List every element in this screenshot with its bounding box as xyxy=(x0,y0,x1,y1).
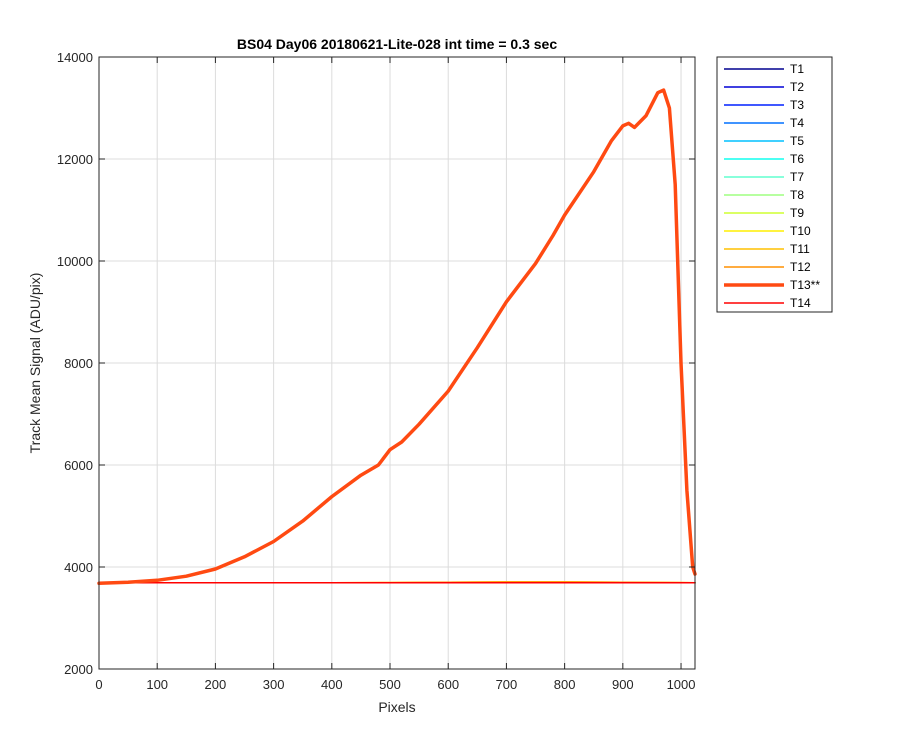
legend-label-t12: T12 xyxy=(790,260,811,274)
x-tick-label: 800 xyxy=(554,677,576,692)
legend-label-t6: T6 xyxy=(790,152,804,166)
y-tick-label: 14000 xyxy=(57,50,93,65)
legend-label-t11: T11 xyxy=(790,242,810,256)
legend-label-t9: T9 xyxy=(790,206,804,220)
legend: T1 T2 T3 T4 T5 T6 T7 T8 T9 T10 T11 T12 T13** T14 xyxy=(716,56,833,313)
legend-box xyxy=(716,56,833,313)
x-tick-label: 900 xyxy=(612,677,634,692)
x-tick-label: 400 xyxy=(321,677,343,692)
series-layer xyxy=(97,88,697,586)
x-tick-label: 200 xyxy=(205,677,227,692)
x-tick-label: 700 xyxy=(496,677,518,692)
legend-label-t10: T10 xyxy=(790,224,811,238)
legend-label-t1: T1 xyxy=(790,62,804,76)
x-tick-label: 1000 xyxy=(667,677,696,692)
legend-label-t4: T4 xyxy=(790,116,804,130)
chart-title: BS04 Day06 20180621-Lite-028 int time = … xyxy=(237,36,557,52)
y-tick-label: 2000 xyxy=(64,662,93,677)
legend-label-t2: T2 xyxy=(790,80,804,94)
legend-label-t3: T3 xyxy=(790,98,804,112)
x-axis-title: Pixels xyxy=(378,699,415,715)
x-tick-label: 600 xyxy=(437,677,459,692)
x-tick-label: 300 xyxy=(263,677,285,692)
x-tick-label: 500 xyxy=(379,677,401,692)
legend-label-t13: T13** xyxy=(790,278,820,292)
legend-label-t8: T8 xyxy=(790,188,804,202)
legend-label-t14: T14 xyxy=(790,296,811,310)
y-tick-label: 4000 xyxy=(64,560,93,575)
tick-layer: 0 100 200 300 400 500 600 700 800 900 1000 2000 4000… xyxy=(57,50,696,692)
y-tick-label: 6000 xyxy=(64,458,93,473)
x-tick-label: 0 xyxy=(95,677,102,692)
y-tick-label: 10000 xyxy=(57,254,93,269)
y-tick-label: 8000 xyxy=(64,356,93,371)
y-axis-title: Track Mean Signal (ADU/pix) xyxy=(27,273,43,454)
y-tick-label: 12000 xyxy=(57,152,93,167)
legend-label-t7: T7 xyxy=(790,170,804,184)
legend-label-t5: T5 xyxy=(790,134,804,148)
x-tick-label: 100 xyxy=(146,677,168,692)
series-line-t13 xyxy=(97,88,697,586)
